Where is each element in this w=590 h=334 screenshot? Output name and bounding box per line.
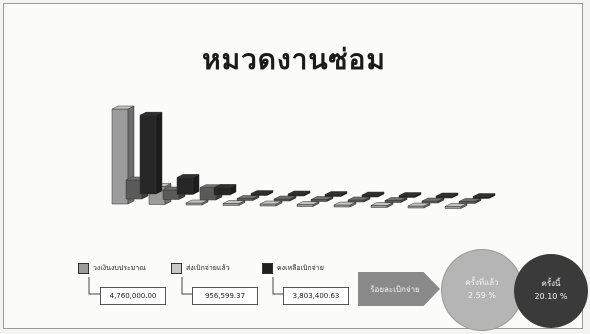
current-value: 20.10 % <box>534 292 568 301</box>
bar-0-0-top <box>111 105 135 110</box>
bar-2-2-top <box>213 184 237 188</box>
legend-label-disbursed: ส่งเบิกจ่ายแล้ว <box>186 264 230 272</box>
legend-item-budget: วงเงินงบประมาณ <box>78 263 146 274</box>
previous-label: ครั้งที่แล้ว <box>465 278 499 288</box>
legend-item-remaining: คงเหลือเบิกจ่าย <box>262 263 324 274</box>
chart-title: หมวดงานซ่อม <box>202 43 386 76</box>
legend-label-budget: วงเงินงบประมาณ <box>93 264 146 272</box>
value-connectors <box>88 277 283 295</box>
bar-2-1-top <box>176 174 200 178</box>
slide: หมวดงานซ่อม วงเงินงบประมาณ ส่งเบิกจ่ายแล… <box>3 3 588 331</box>
current-percent-circle: ครั้งนี้ 20.10 % <box>514 254 588 328</box>
legend-swatch-disbursed <box>171 263 182 274</box>
bar-chart-3d <box>111 105 496 209</box>
current-label: ครั้งนี้ <box>541 279 561 289</box>
bar-2-3-top <box>250 190 274 194</box>
bar-2-8-top <box>435 192 459 197</box>
bar-2-7-top <box>398 192 422 196</box>
bar-2-5-top <box>324 191 348 195</box>
bar-2-4-top <box>287 190 311 195</box>
previous-percent-circle: ครั้งที่แล้ว 2.59 % <box>441 249 523 331</box>
legend-swatch-budget <box>78 263 89 274</box>
bar-2-9-top <box>472 193 496 197</box>
legend-swatch-remaining <box>262 263 273 274</box>
value-box-disbursed: 956,599.37 <box>192 287 258 305</box>
value-box-remaining: 3,803,400.63 <box>283 287 349 305</box>
bar-2-0-top <box>139 111 163 116</box>
bar-2-6-top <box>361 191 385 196</box>
legend-item-disbursed: ส่งเบิกจ่ายแล้ว <box>171 263 230 274</box>
previous-value: 2.59 % <box>468 291 496 300</box>
percent-label-arrow: ร้อยละเบิกจ่าย <box>358 272 440 306</box>
legend-label-remaining: คงเหลือเบิกจ่าย <box>277 264 324 272</box>
value-box-budget: 4,760,000.00 <box>100 287 166 305</box>
